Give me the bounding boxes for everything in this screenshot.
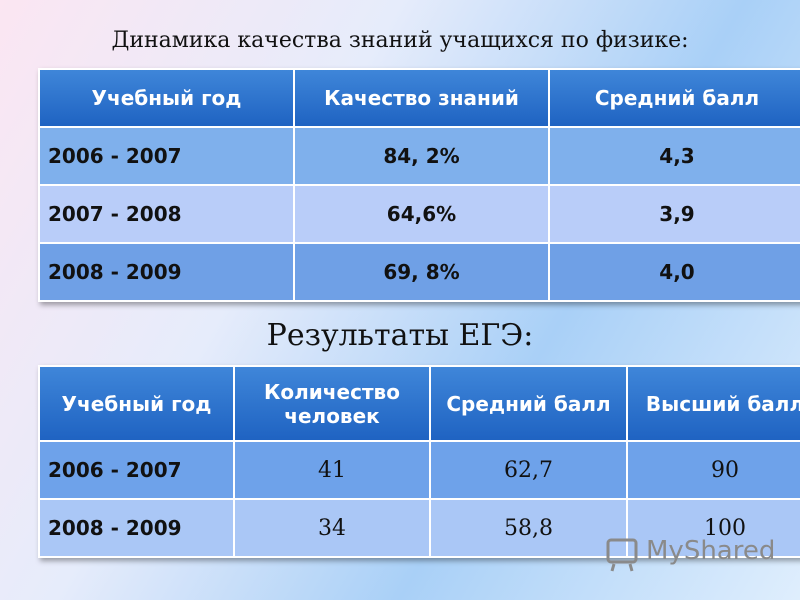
table-cell: 41 bbox=[233, 440, 431, 500]
table-row: 2006 - 2007 41 62,7 90 bbox=[38, 440, 800, 500]
watermark-icon bbox=[606, 538, 638, 572]
table-cell: 2007 - 2008 bbox=[38, 184, 295, 244]
column-header: Средний балл bbox=[548, 68, 800, 128]
subtitle: Результаты ЕГЭ: bbox=[266, 318, 534, 353]
table-cell: 4,0 bbox=[548, 242, 800, 302]
table-cell: 62,7 bbox=[429, 440, 628, 500]
column-header: Высший балл bbox=[626, 365, 800, 442]
table-row: 2007 - 2008 64,6% 3,9 bbox=[38, 184, 800, 244]
table-cell: 58,8 bbox=[429, 498, 628, 558]
table-cell: 4,3 bbox=[548, 126, 800, 186]
table-cell: 2006 - 2007 bbox=[38, 440, 235, 500]
table-cell: 84, 2% bbox=[293, 126, 550, 186]
table-exam: Учебный год Количество человек Средний бал… bbox=[38, 365, 800, 558]
table-row: 2006 - 2007 84, 2% 4,3 bbox=[38, 126, 800, 186]
table-cell: 2008 - 2009 bbox=[38, 242, 295, 302]
table-cell: 2008 - 2009 bbox=[38, 498, 235, 558]
column-header: Качество знаний bbox=[293, 68, 550, 128]
table-cell: 2006 - 2007 bbox=[38, 126, 295, 186]
table-row: 2008 - 2009 69, 8% 4,0 bbox=[38, 242, 800, 302]
table-row: 2008 - 2009 34 58,8 100 bbox=[38, 498, 800, 558]
table-cell: 100 bbox=[626, 498, 800, 558]
table-cell: 64,6% bbox=[293, 184, 550, 244]
column-header: Средний балл bbox=[429, 365, 628, 442]
table-cell: 90 bbox=[626, 440, 800, 500]
header-row: Учебный год Качество знаний Средний балл bbox=[38, 68, 800, 128]
header-row: Учебный год Количество человек Средний бал… bbox=[38, 365, 800, 442]
title: Динамика качества знаний учащихся по физ… bbox=[111, 28, 689, 53]
column-header: Учебный год bbox=[38, 68, 295, 128]
table-cell: 34 bbox=[233, 498, 431, 558]
column-header: Учебный год bbox=[38, 365, 235, 442]
watermark: MyShared bbox=[646, 536, 776, 566]
column-header: Количество человек bbox=[233, 365, 431, 442]
table-quality: Учебный год Качество знаний Средний балл 20… bbox=[38, 68, 800, 302]
table-cell: 3,9 bbox=[548, 184, 800, 244]
table-cell: 69, 8% bbox=[293, 242, 550, 302]
